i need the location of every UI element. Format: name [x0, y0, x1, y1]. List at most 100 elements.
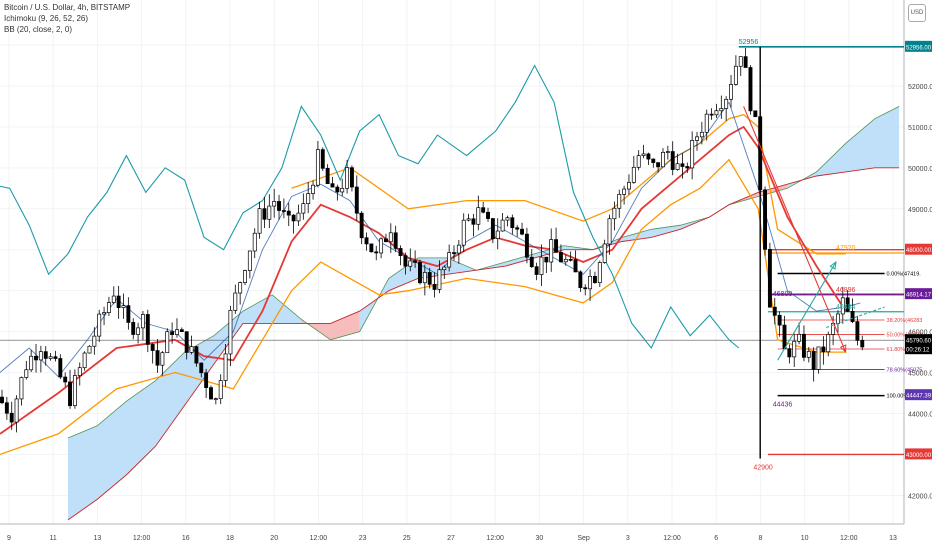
- bb-lower-band: [0, 158, 846, 456]
- candle-body: [583, 287, 588, 290]
- candle-body: [729, 84, 733, 100]
- y-tick-label: 52000.00: [908, 84, 932, 91]
- x-tick-label: 12:00: [133, 535, 151, 542]
- candle-body: [140, 314, 145, 329]
- candle-body: [315, 149, 320, 186]
- candle-body: [792, 340, 797, 358]
- bollinger-indicator-label[interactable]: BB (20, close, 2, 0): [4, 25, 73, 34]
- bb-basis-line: [0, 125, 847, 435]
- x-tick-label: Sep: [577, 535, 590, 542]
- candle-body: [106, 302, 111, 313]
- candle-body: [544, 256, 549, 263]
- axis-price-tag: [905, 389, 932, 401]
- x-tick-label: 8: [758, 535, 762, 542]
- candle-body: [699, 131, 704, 138]
- symbol-title[interactable]: Bitcoin / U.S. Dollar, 4h, BITSTAMP: [4, 3, 131, 12]
- trend-arrow-head: [839, 344, 847, 354]
- x-tick-label: 18: [226, 535, 234, 542]
- candle-body: [466, 218, 471, 221]
- candle-body: [607, 218, 612, 245]
- candle-body: [418, 262, 422, 284]
- candle-body: [267, 205, 272, 220]
- candle-body: [588, 275, 593, 290]
- candle-body: [646, 153, 651, 160]
- candle-body: [97, 313, 102, 337]
- candle-body: [515, 227, 520, 230]
- candle-body: [505, 217, 510, 221]
- candle-body: [24, 369, 29, 378]
- price-annotation: 52956: [739, 39, 759, 46]
- candle-body: [291, 214, 296, 222]
- candle-body: [335, 186, 340, 193]
- y-tick-label: 51000.00: [908, 125, 932, 132]
- x-tick-label: 3: [626, 535, 630, 542]
- y-tick-label: 44000.00: [908, 411, 932, 418]
- candle-body: [442, 266, 447, 271]
- candle-body: [860, 340, 865, 348]
- currency-button[interactable]: USD: [908, 4, 926, 22]
- candle-body: [641, 153, 646, 156]
- candle-body: [384, 238, 388, 243]
- x-tick-label: 6: [714, 535, 718, 542]
- candle-body: [763, 189, 768, 250]
- candle-body: [277, 201, 281, 211]
- trend-arrow: [777, 261, 837, 361]
- candle-body: [145, 314, 150, 345]
- candle-body: [656, 162, 661, 168]
- bb-upper-band: [291, 113, 846, 255]
- x-tick-label: 12:00: [310, 535, 328, 542]
- candle-body: [223, 353, 228, 381]
- candle-body: [29, 355, 34, 371]
- candle-body: [471, 218, 476, 225]
- candle-body: [622, 188, 627, 195]
- candle-body: [709, 113, 714, 116]
- candle-body: [631, 166, 636, 183]
- candle-body: [82, 352, 87, 369]
- candle-body: [568, 258, 573, 261]
- candle-body: [155, 350, 160, 366]
- candle-body: [388, 232, 393, 243]
- candle-body: [330, 183, 335, 188]
- candle-body: [529, 256, 534, 268]
- candle-body: [840, 297, 845, 315]
- axis-price-tag-label: 44447.39: [906, 394, 932, 400]
- candle-body: [14, 398, 19, 423]
- candle-body: [398, 248, 403, 256]
- candle-body: [665, 151, 670, 153]
- ichimoku-indicator-label[interactable]: Ichimoku (9, 26, 52, 26): [4, 14, 89, 23]
- trend-arrow-head: [829, 260, 837, 270]
- candle-body: [364, 237, 369, 245]
- axis-price-tag: [905, 288, 932, 300]
- candle-body: [194, 346, 199, 364]
- price-annotation: 44436: [773, 402, 793, 409]
- axis-price-tag: [905, 334, 932, 346]
- y-tick-label: 45000.00: [908, 371, 932, 378]
- candle-body: [72, 375, 77, 407]
- candle-body: [816, 346, 821, 370]
- candle-body: [111, 295, 116, 303]
- candle-body: [102, 312, 107, 315]
- candle-body: [9, 412, 14, 423]
- candle-body: [782, 324, 787, 350]
- y-tick-label: 49000.00: [908, 207, 932, 214]
- cloud-bullish: [359, 204, 729, 332]
- candle-body: [252, 232, 257, 252]
- conversion-line: [0, 101, 861, 378]
- x-tick-label: 25: [403, 535, 411, 542]
- candle-body: [461, 219, 466, 246]
- x-tick-label: 11: [50, 535, 57, 542]
- candle-body: [597, 262, 602, 284]
- candle-body: [126, 305, 131, 323]
- candle-body: [680, 163, 685, 167]
- candle-body: [520, 228, 524, 235]
- candle-body: [306, 193, 311, 205]
- fib-level-label: 0.00%(47419.: [887, 272, 922, 278]
- candle-body: [43, 351, 48, 359]
- candle-body: [320, 149, 325, 169]
- candle-body: [175, 329, 179, 335]
- candle-body: [131, 322, 136, 335]
- candle-body: [767, 248, 772, 308]
